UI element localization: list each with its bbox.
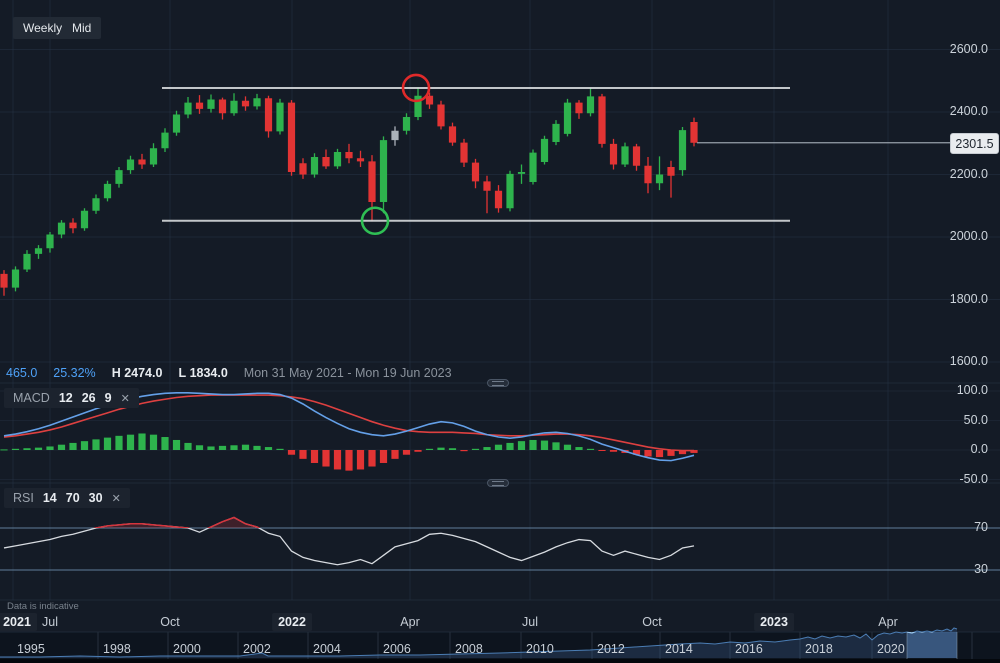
grid-lines bbox=[0, 0, 1000, 601]
high-value: H 2474.0 bbox=[111, 366, 163, 380]
change-percent: 25.32% bbox=[53, 366, 96, 380]
time-axis-label: 2021 bbox=[0, 613, 37, 631]
rsi-line bbox=[3, 516, 695, 566]
pane-resize-handle-rsi[interactable] bbox=[487, 479, 509, 487]
low-value: L 1834.0 bbox=[178, 366, 228, 380]
timeframe-button[interactable]: Weekly bbox=[13, 17, 73, 39]
price-axis-tick: 2200.0 bbox=[949, 166, 988, 181]
navigator-year-label: 2002 bbox=[243, 642, 271, 656]
rsi-axis-tick: 30 bbox=[974, 562, 988, 576]
navigator-year-label: 2010 bbox=[526, 642, 554, 656]
price-axis-tick: 2000.0 bbox=[949, 229, 988, 243]
navigator-year-label: 2016 bbox=[735, 642, 763, 656]
price-axis-tick: 1800.0 bbox=[949, 291, 988, 306]
last-price-tag: 2301.5 bbox=[950, 133, 999, 154]
navigator-year-label: 2000 bbox=[173, 642, 201, 656]
rsi-axis-tick: 70 bbox=[974, 520, 988, 534]
navigator-year-label: 2018 bbox=[805, 642, 833, 656]
navigator-year-label: 2012 bbox=[597, 642, 625, 656]
macd-axis-tick: 50.0 bbox=[963, 412, 988, 427]
price-axis-tick: 2600.0 bbox=[949, 41, 988, 56]
time-axis-label: Oct bbox=[160, 615, 180, 629]
macd-axis-tick: -50.0 bbox=[959, 471, 989, 486]
time-axis-label: 2023 bbox=[754, 613, 794, 631]
navigator-year-label: 2014 bbox=[665, 642, 693, 656]
time-axis-label: Jul bbox=[522, 615, 538, 629]
rsi-close-icon[interactable]: ✕ bbox=[111, 493, 121, 505]
time-axis-label: Apr bbox=[400, 615, 420, 629]
instrument-info-bar: 465.0 25.32% H 2474.0 L 1834.0 Mon 31 Ma… bbox=[6, 366, 452, 380]
macd-close-icon[interactable]: ✕ bbox=[120, 393, 130, 405]
navigator-year-label: 2006 bbox=[383, 642, 411, 656]
data-indicative-note: Data is indicative bbox=[7, 601, 79, 612]
navigator-year-label: 2008 bbox=[455, 642, 483, 656]
change-value: 465.0 bbox=[6, 366, 38, 380]
macd-axis-tick: 0.0 bbox=[970, 442, 988, 456]
navigator[interactable] bbox=[0, 627, 1000, 663]
time-axis-label: 2022 bbox=[272, 613, 312, 631]
macd-axis-tick: 100.0 bbox=[956, 383, 988, 397]
date-range: Mon 31 May 2021 - Mon 19 Jun 2023 bbox=[243, 366, 452, 380]
macd-signal-line bbox=[3, 394, 694, 452]
green-circle-annotation[interactable] bbox=[360, 206, 390, 236]
rsi-label: RSI bbox=[13, 491, 34, 505]
rsi-indicator-legend: RSI 14 70 30 ✕ bbox=[4, 488, 130, 508]
price-axis-tick: 2400.0 bbox=[949, 104, 988, 118]
navigator-year-label: 2004 bbox=[313, 642, 341, 656]
time-axis-label: Oct bbox=[642, 615, 662, 629]
rsi-pane bbox=[0, 516, 1000, 571]
rsi-overbought-line bbox=[93, 516, 261, 528]
candlestick-series bbox=[0, 87, 698, 296]
macd-label: MACD bbox=[13, 391, 50, 405]
navigator-year-label: 2020 bbox=[877, 642, 905, 656]
time-axis-label: Jul bbox=[42, 615, 58, 629]
navigator-year-label: 1995 bbox=[17, 642, 45, 656]
macd-indicator-legend: MACD 12 26 9 ✕ bbox=[4, 388, 139, 408]
price-type-button[interactable]: Mid bbox=[62, 17, 102, 39]
navigator-area bbox=[0, 628, 957, 658]
navigator-year-label: 1998 bbox=[103, 642, 131, 656]
price-axis-tick: 1600.0 bbox=[949, 354, 988, 368]
time-axis-label: Apr bbox=[878, 615, 898, 629]
pane-resize-handle-macd[interactable] bbox=[487, 379, 509, 387]
red-circle-annotation[interactable] bbox=[401, 73, 431, 103]
